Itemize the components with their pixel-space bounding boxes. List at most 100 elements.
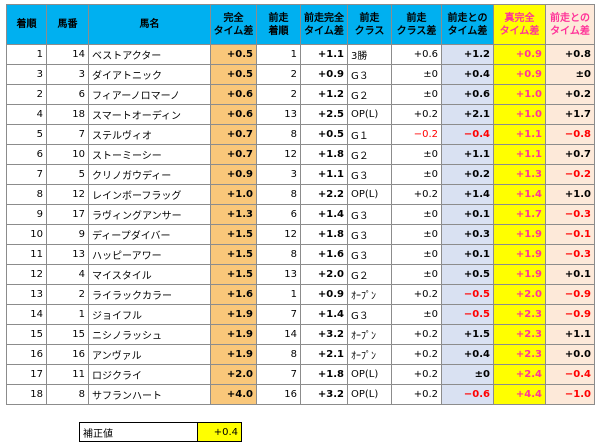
cell-prev-finish[interactable]: 7 — [256, 364, 301, 385]
cell-prev-full-time-diff[interactable]: +2.2 — [300, 184, 348, 205]
cell-prev-class[interactable]: OP(L) — [347, 384, 392, 405]
cell-time-diff-vs-prev-2[interactable]: +0.8 — [545, 44, 595, 65]
cell-prev-full-time-diff[interactable]: +1.2 — [300, 84, 348, 105]
cell-time-diff-vs-prev[interactable]: +1.4 — [441, 184, 494, 205]
cell-time-diff-vs-prev-2[interactable]: +0.7 — [545, 144, 595, 165]
cell-full-time-diff[interactable]: +1.5 — [210, 244, 257, 265]
cell-full-time-diff[interactable]: +0.7 — [210, 144, 257, 165]
cell-prev-finish[interactable]: 1 — [256, 284, 301, 305]
cell-horse-number[interactable]: 2 — [46, 284, 89, 305]
cell-prev-finish[interactable]: 3 — [256, 164, 301, 185]
cell-true-full-time-diff[interactable]: +1.0 — [493, 84, 546, 105]
cell-full-time-diff[interactable]: +0.9 — [210, 164, 257, 185]
cell-prev-class[interactable]: G２ — [347, 264, 392, 285]
header-finish[interactable]: 着順 — [6, 4, 47, 45]
cell-horse-number[interactable]: 12 — [46, 184, 89, 205]
cell-prev-full-time-diff[interactable]: +0.5 — [300, 124, 348, 145]
cell-prev-full-time-diff[interactable]: +1.4 — [300, 304, 348, 325]
cell-time-diff-vs-prev[interactable]: +1.1 — [441, 144, 494, 165]
cell-horse-name[interactable]: ダイアトニック — [88, 64, 211, 85]
cell-horse-number[interactable]: 18 — [46, 104, 89, 125]
header-true-full-time-diff[interactable]: 真完全 タイム差 — [493, 4, 546, 45]
cell-true-full-time-diff[interactable]: +0.9 — [493, 64, 546, 85]
cell-full-time-diff[interactable]: +1.6 — [210, 284, 257, 305]
cell-full-time-diff[interactable]: +0.5 — [210, 64, 257, 85]
cell-prev-class-diff[interactable]: ±0 — [391, 304, 442, 325]
cell-prev-class[interactable]: ｵｰﾌﾟﾝ — [347, 344, 392, 365]
cell-true-full-time-diff[interactable]: +1.9 — [493, 224, 546, 245]
cell-time-diff-vs-prev[interactable]: +0.5 — [441, 264, 494, 285]
cell-finish[interactable]: 9 — [6, 204, 47, 225]
cell-prev-class[interactable]: G３ — [347, 304, 392, 325]
cell-prev-finish[interactable]: 8 — [256, 344, 301, 365]
cell-full-time-diff[interactable]: +1.5 — [210, 264, 257, 285]
cell-prev-finish[interactable]: 13 — [256, 104, 301, 125]
cell-horse-name[interactable]: サフランハート — [88, 384, 211, 405]
cell-prev-finish[interactable]: 6 — [256, 204, 301, 225]
cell-horse-name[interactable]: アンヴァル — [88, 344, 211, 365]
cell-prev-full-time-diff[interactable]: +1.8 — [300, 224, 348, 245]
cell-finish[interactable]: 16 — [6, 344, 47, 365]
cell-time-diff-vs-prev[interactable]: +0.6 — [441, 84, 494, 105]
cell-full-time-diff[interactable]: +4.0 — [210, 384, 257, 405]
cell-finish[interactable]: 10 — [6, 224, 47, 245]
cell-prev-finish[interactable]: 13 — [256, 264, 301, 285]
cell-finish[interactable]: 15 — [6, 324, 47, 345]
cell-horse-name[interactable]: ストーミーシー — [88, 144, 211, 165]
cell-true-full-time-diff[interactable]: +1.3 — [493, 164, 546, 185]
cell-finish[interactable]: 12 — [6, 264, 47, 285]
cell-prev-full-time-diff[interactable]: +1.1 — [300, 164, 348, 185]
cell-prev-class-diff[interactable]: ±0 — [391, 144, 442, 165]
correction-value[interactable]: +0.4 — [197, 422, 242, 442]
cell-time-diff-vs-prev-2[interactable]: −0.9 — [545, 304, 595, 325]
cell-prev-class[interactable]: G２ — [347, 84, 392, 105]
cell-prev-full-time-diff[interactable]: +2.1 — [300, 344, 348, 365]
cell-prev-class-diff[interactable]: +0.2 — [391, 384, 442, 405]
cell-finish[interactable]: 3 — [6, 64, 47, 85]
cell-prev-finish[interactable]: 8 — [256, 184, 301, 205]
cell-horse-number[interactable]: 11 — [46, 364, 89, 385]
cell-prev-class-diff[interactable]: +0.2 — [391, 324, 442, 345]
cell-time-diff-vs-prev-2[interactable]: −0.3 — [545, 204, 595, 225]
cell-prev-class-diff[interactable]: ±0 — [391, 84, 442, 105]
header-prev-finish[interactable]: 前走 着順 — [256, 4, 301, 45]
cell-finish[interactable]: 13 — [6, 284, 47, 305]
header-time-diff-vs-prev[interactable]: 前走との タイム差 — [441, 4, 494, 45]
cell-time-diff-vs-prev-2[interactable]: −0.9 — [545, 284, 595, 305]
header-prev-class-diff[interactable]: 前走 クラス差 — [391, 4, 442, 45]
cell-finish[interactable]: 7 — [6, 164, 47, 185]
cell-true-full-time-diff[interactable]: +2.3 — [493, 344, 546, 365]
cell-prev-class[interactable]: 3勝 — [347, 44, 392, 65]
cell-horse-name[interactable]: ジョイフル — [88, 304, 211, 325]
cell-time-diff-vs-prev-2[interactable]: ±0 — [545, 64, 595, 85]
cell-prev-full-time-diff[interactable]: +1.8 — [300, 364, 348, 385]
cell-time-diff-vs-prev-2[interactable]: +0.0 — [545, 344, 595, 365]
cell-horse-number[interactable]: 8 — [46, 384, 89, 405]
cell-prev-full-time-diff[interactable]: +1.8 — [300, 144, 348, 165]
cell-finish[interactable]: 8 — [6, 184, 47, 205]
cell-true-full-time-diff[interactable]: +1.1 — [493, 144, 546, 165]
cell-time-diff-vs-prev-2[interactable]: −0.2 — [545, 164, 595, 185]
cell-full-time-diff[interactable]: +1.0 — [210, 184, 257, 205]
cell-horse-number[interactable]: 7 — [46, 124, 89, 145]
cell-finish[interactable]: 5 — [6, 124, 47, 145]
cell-prev-class[interactable]: OP(L) — [347, 364, 392, 385]
cell-horse-number[interactable]: 9 — [46, 224, 89, 245]
cell-prev-full-time-diff[interactable]: +0.9 — [300, 284, 348, 305]
cell-time-diff-vs-prev-2[interactable]: −0.8 — [545, 124, 595, 145]
cell-prev-class-diff[interactable]: +0.2 — [391, 344, 442, 365]
cell-true-full-time-diff[interactable]: +1.9 — [493, 244, 546, 265]
header-full-time-diff[interactable]: 完全 タイム差 — [210, 4, 257, 45]
cell-full-time-diff[interactable]: +0.6 — [210, 84, 257, 105]
header-horse-number[interactable]: 馬番 — [46, 4, 89, 45]
cell-time-diff-vs-prev[interactable]: −0.5 — [441, 304, 494, 325]
cell-full-time-diff[interactable]: +1.9 — [210, 324, 257, 345]
cell-horse-name[interactable]: ロジクライ — [88, 364, 211, 385]
cell-prev-class-diff[interactable]: ±0 — [391, 204, 442, 225]
cell-prev-class[interactable]: G１ — [347, 124, 392, 145]
cell-prev-class[interactable]: G３ — [347, 64, 392, 85]
cell-time-diff-vs-prev-2[interactable]: −0.3 — [545, 244, 595, 265]
cell-prev-finish[interactable]: 7 — [256, 304, 301, 325]
cell-true-full-time-diff[interactable]: +0.9 — [493, 44, 546, 65]
cell-prev-class[interactable]: G３ — [347, 244, 392, 265]
